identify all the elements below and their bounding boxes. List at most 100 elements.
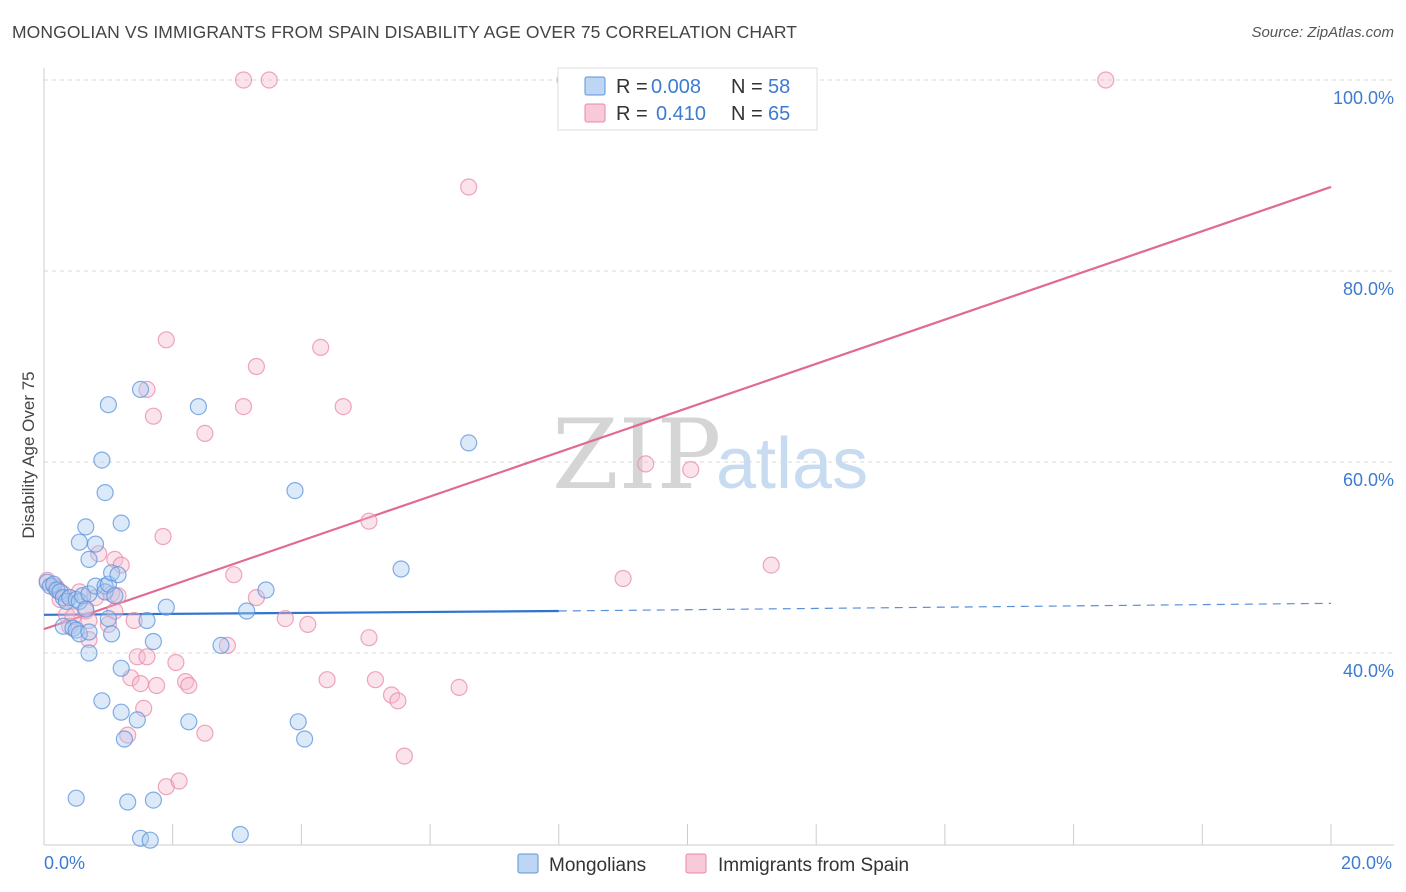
mongolians-point [112, 703, 130, 721]
mongolians-point [86, 577, 105, 595]
mongolians-point [144, 791, 162, 809]
mongolians-point [460, 434, 478, 452]
mongolians-point [296, 730, 314, 748]
bottom-legend-swatch-spain [685, 853, 707, 874]
spain-point [389, 692, 407, 710]
y-axis-label: Disability Age Over 75 [19, 371, 38, 538]
bottom-legend-spain: Immigrants from Spain [718, 855, 909, 876]
mongolians-point [392, 560, 410, 578]
mongolians-point [128, 711, 146, 729]
mongolians-point [138, 611, 156, 630]
mongolians-point [141, 831, 159, 849]
mongolians-point [93, 692, 111, 710]
mongolians-point [106, 587, 124, 605]
spain-point [138, 380, 156, 398]
spain-point [196, 724, 214, 742]
mongolians-point [289, 713, 307, 731]
spain-point [260, 71, 278, 89]
spain-point [218, 636, 236, 655]
mongolians-point [157, 598, 175, 616]
spain-point [148, 676, 166, 695]
mongolians-point [109, 566, 127, 584]
mongolians-point [102, 625, 121, 643]
mongolians-trend-extension [558, 602, 1332, 612]
spain-point [196, 424, 214, 442]
mongolians-point [115, 730, 134, 748]
mongolians-point [112, 659, 130, 677]
mongolians-point [70, 533, 89, 551]
spain-point [312, 338, 330, 356]
x-tick-label-min: 0.0% [44, 853, 85, 873]
mongolians-point [61, 588, 79, 607]
legend-n-label-2: N = [731, 103, 763, 125]
mongolians-point [102, 564, 121, 582]
mongolians-point [93, 451, 111, 469]
legend-n-value-1: 58 [768, 76, 790, 98]
y-tick-label-40: 40.0% [1343, 661, 1394, 681]
spain-point [128, 648, 146, 666]
spain-point [90, 545, 108, 563]
mongolians-point [257, 581, 275, 599]
mongolians-point [112, 514, 130, 532]
mongolians-point [238, 602, 256, 620]
spain-point [637, 455, 655, 473]
data-points [38, 71, 1115, 849]
correlation-legend: R = 0.008 N = 58 R = 0.410 N = 65 [557, 67, 818, 131]
mongolians-point [86, 535, 105, 553]
mongolians-point [77, 600, 95, 618]
legend-swatch-spain [584, 103, 606, 123]
spain-point [334, 398, 352, 416]
axes [43, 68, 1394, 846]
spain-trend-line [43, 185, 1332, 631]
spain-point [614, 569, 632, 588]
mongolians-point [80, 644, 98, 662]
spain-point [234, 71, 253, 89]
spain-point [450, 678, 468, 697]
mongolians-point [80, 623, 98, 641]
spain-point [366, 671, 384, 689]
x-tick-label-max: 20.0% [1341, 853, 1392, 873]
spain-point [167, 653, 185, 672]
spain-point [234, 398, 253, 416]
spain-point [382, 686, 401, 704]
spain-point [360, 512, 378, 530]
spain-point [180, 676, 198, 695]
spain-point [247, 357, 265, 376]
spain-point [460, 178, 478, 196]
spain-point [144, 407, 162, 425]
spain-point [299, 615, 317, 634]
mongolians-point [212, 636, 230, 655]
mongolians-point [119, 793, 137, 811]
mongolians-point [99, 396, 118, 414]
spain-point [138, 648, 156, 666]
chart-title: MONGOLIAN VS IMMIGRANTS FROM SPAIN DISAB… [12, 22, 798, 42]
spain-point [1097, 71, 1115, 89]
legend-n-label-1: N = [731, 76, 763, 98]
mongolians-point [99, 609, 118, 628]
spain-point [131, 674, 150, 693]
mongolians-point [144, 632, 162, 651]
series-legend: Mongolians Immigrants from Spain [517, 853, 909, 876]
mongolians-point [180, 713, 198, 731]
y-tick-label-60: 60.0% [1343, 470, 1394, 490]
watermark-atlas: atlas [716, 424, 868, 504]
y-tick-label-80: 80.0% [1343, 279, 1394, 299]
spain-point [395, 747, 413, 765]
mongolians-point [73, 587, 92, 605]
spain-point [360, 629, 378, 647]
gridlines: 40.0% 60.0% 80.0% 100.0% [44, 79, 1394, 681]
spain-point [170, 772, 188, 790]
mongolians-point [231, 825, 249, 844]
legend-swatch-mongolians [584, 76, 606, 96]
mongolians-point [96, 484, 114, 502]
legend-r-value-1: 0.008 [651, 76, 701, 98]
mongolians-point [67, 789, 85, 807]
mongolians-point [131, 380, 150, 398]
spain-point [225, 566, 243, 584]
spain-point [318, 671, 336, 689]
mongolians-points [38, 380, 478, 849]
spain-point [157, 331, 175, 349]
mongolians-point [80, 550, 98, 569]
legend-n-value-2: 65 [768, 103, 790, 125]
spain-point [276, 609, 294, 628]
